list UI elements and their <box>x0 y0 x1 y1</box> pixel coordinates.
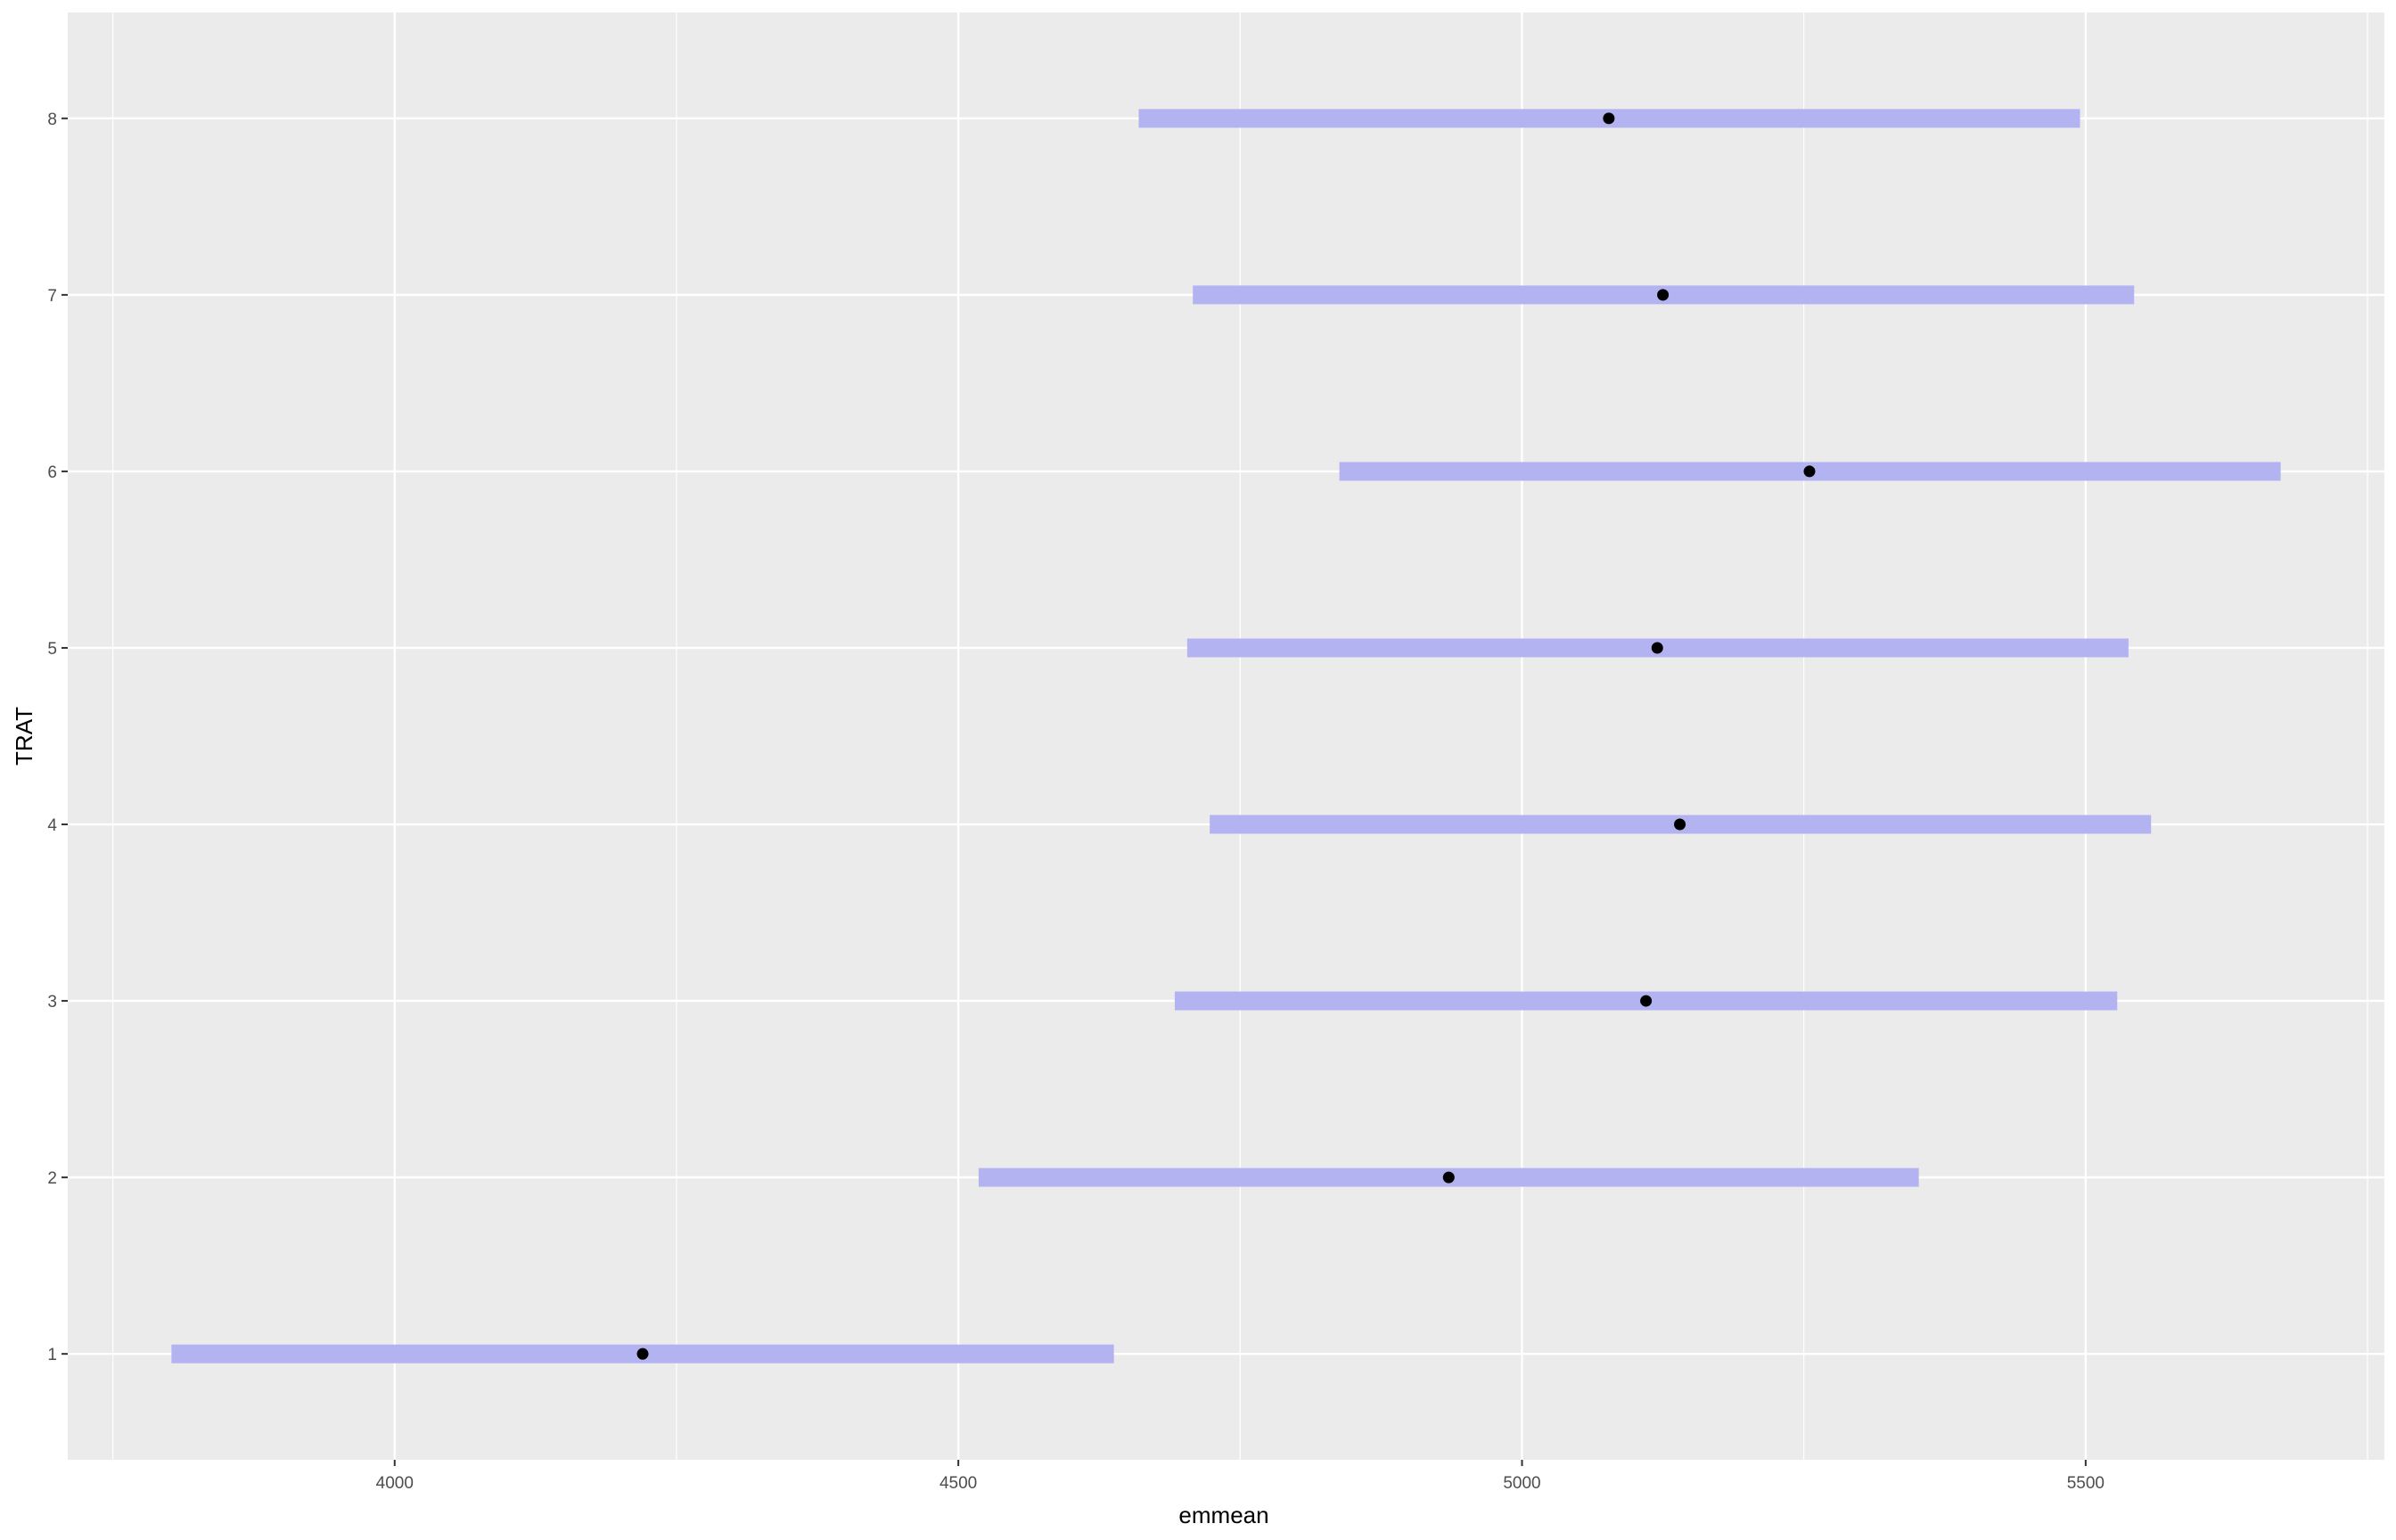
emmean-point-trat-6 <box>1803 465 1816 478</box>
emmean-points <box>636 112 1816 1360</box>
x-axis-title: emmean <box>1178 1502 1268 1528</box>
emmean-point-trat-4 <box>1674 818 1686 831</box>
x-tick-label: 5500 <box>2067 1474 2105 1493</box>
emmean-point-trat-7 <box>1657 289 1670 301</box>
grid-minor <box>111 12 2368 1460</box>
emmean-point-trat-3 <box>1640 995 1653 1007</box>
y-tick-label: 7 <box>47 287 57 306</box>
emmean-point-trat-8 <box>1603 112 1615 125</box>
y-axis-ticks: 1 2 3 4 5 6 7 8 <box>47 111 68 1364</box>
y-tick-label: 8 <box>47 111 57 129</box>
emmean-point-trat-5 <box>1651 642 1663 654</box>
y-tick-label: 4 <box>47 816 57 835</box>
emmean-point-trat-1 <box>636 1348 649 1360</box>
x-axis-ticks: 4000 4500 5000 5500 <box>376 1460 2105 1493</box>
y-tick-label: 1 <box>47 1346 57 1364</box>
emmean-point-trat-2 <box>1442 1171 1455 1184</box>
y-axis-title: TRAT <box>11 707 37 766</box>
y-tick-label: 5 <box>47 640 57 659</box>
y-tick-label: 3 <box>47 993 57 1012</box>
y-tick-label: 2 <box>47 1169 57 1188</box>
y-tick-label: 6 <box>47 463 57 482</box>
x-tick-label: 5000 <box>1503 1474 1540 1493</box>
plot-panel <box>68 12 2384 1460</box>
x-tick-label: 4500 <box>940 1474 977 1493</box>
x-tick-label: 4000 <box>376 1474 414 1493</box>
